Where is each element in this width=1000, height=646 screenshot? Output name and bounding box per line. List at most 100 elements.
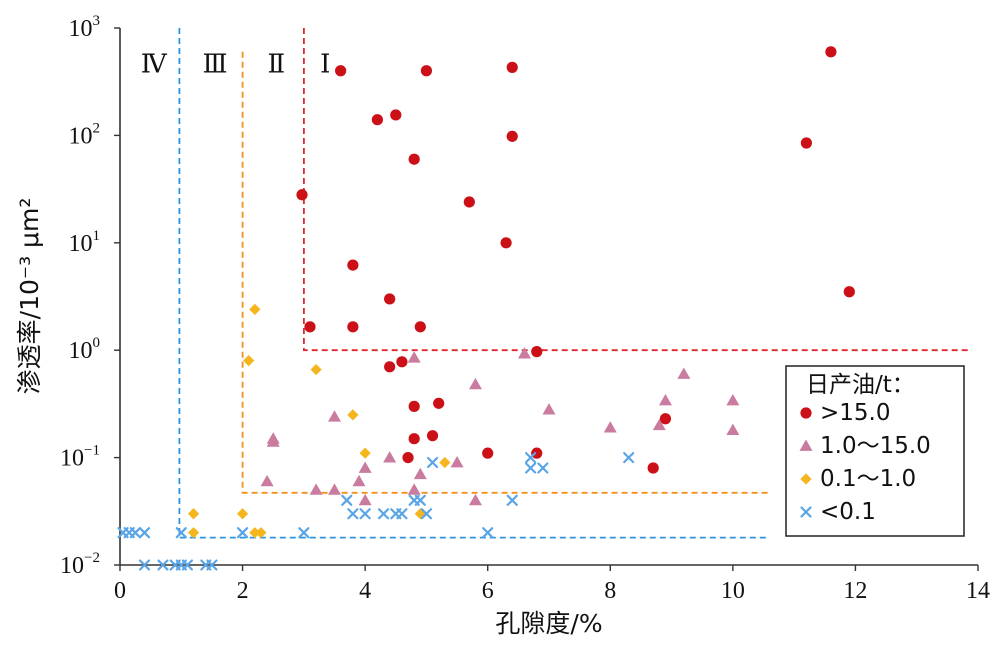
data-point-circle	[371, 114, 383, 126]
legend-marker-triangle	[799, 439, 813, 451]
data-point-triangle	[603, 421, 617, 433]
data-point-cross	[129, 527, 141, 539]
data-point-triangle	[407, 483, 421, 495]
data-point-circle	[647, 462, 659, 474]
y-tick-label: 102	[69, 120, 101, 149]
x-tick-label: 2	[237, 578, 249, 604]
data-point-cross	[138, 527, 151, 539]
x-tick-label: 14	[966, 578, 990, 604]
data-point-circle	[843, 286, 855, 298]
series-4	[117, 452, 635, 571]
x-tick-label: 12	[843, 578, 867, 604]
y-tick-base: 10	[69, 231, 93, 257]
data-point-cross	[525, 452, 537, 464]
x-tick-label: 6	[482, 578, 494, 604]
data-point-triangle	[652, 418, 666, 431]
boundary-line-2	[241, 51, 770, 494]
data-point-diamond	[187, 508, 200, 520]
x-ticks: 0 2 4 6 8 10 12 14	[114, 565, 990, 604]
data-point-cross	[347, 508, 359, 520]
data-point-cross	[359, 508, 371, 520]
data-point-cross	[175, 527, 187, 539]
data-point-triangle	[328, 410, 341, 422]
series-2	[260, 347, 740, 506]
data-point-cross	[341, 494, 353, 506]
y-tick-label: 103	[69, 13, 101, 42]
data-point-diamond	[439, 456, 451, 469]
data-points	[117, 46, 855, 571]
y-tick-exponent: −2	[84, 550, 100, 566]
data-point-cross	[623, 452, 635, 464]
data-point-triangle	[450, 456, 464, 468]
data-point-circle	[347, 321, 359, 333]
data-point-circle	[825, 46, 837, 58]
data-point-diamond	[255, 527, 267, 539]
data-point-circle	[500, 237, 512, 249]
data-point-circle	[531, 447, 543, 459]
data-point-cross	[537, 462, 549, 474]
data-point-circle	[396, 356, 408, 368]
data-point-cross	[414, 494, 426, 506]
boundary-line-1	[303, 28, 972, 352]
data-point-diamond	[414, 508, 426, 520]
data-point-diamond	[236, 508, 249, 520]
region-label: Ⅱ	[267, 50, 285, 79]
data-point-circle	[390, 109, 402, 121]
data-point-triangle	[358, 493, 372, 506]
y-tick-exponent: −1	[84, 443, 100, 459]
data-point-circle	[659, 413, 672, 425]
region-label: Ⅳ	[141, 50, 168, 79]
x-tick-label: 10	[721, 578, 745, 604]
data-point-circle	[426, 430, 439, 442]
y-tick-exponent: 1	[93, 228, 101, 244]
data-point-diamond	[359, 447, 371, 459]
data-point-circle	[402, 452, 414, 464]
y-tick-base: 10	[60, 446, 84, 472]
y-tick-base: 10	[69, 338, 93, 364]
data-point-triangle	[726, 394, 740, 406]
legend-label: 0.1～1.0	[820, 466, 916, 492]
data-point-circle	[384, 293, 396, 305]
x-tick-label: 0	[114, 578, 126, 604]
legend-label: <0.1	[820, 499, 876, 525]
y-tick-exponent: 2	[93, 120, 101, 136]
data-point-circle	[800, 137, 813, 149]
data-point-triangle	[266, 435, 280, 447]
x-tick-label: 8	[604, 578, 616, 604]
y-tick-exponent: 3	[93, 13, 101, 29]
y-tick-exponent: 0	[93, 335, 101, 351]
y-tick-label: 100	[69, 335, 101, 364]
data-point-cross	[396, 508, 408, 520]
y-tick-label: 10−2	[60, 550, 100, 579]
data-point-circle	[296, 189, 308, 201]
data-point-cross	[298, 527, 310, 539]
data-point-circle	[433, 397, 445, 409]
data-point-diamond	[249, 303, 261, 315]
data-point-circle	[408, 153, 420, 165]
data-point-triangle	[407, 351, 421, 363]
data-point-triangle	[468, 493, 482, 506]
data-point-diamond	[187, 527, 200, 539]
data-point-diamond	[249, 527, 261, 539]
data-point-cross	[138, 559, 151, 571]
axes	[119, 28, 978, 566]
data-point-diamond	[347, 409, 359, 421]
data-point-triangle	[542, 403, 556, 415]
legend-box	[785, 365, 965, 537]
data-point-circle	[506, 130, 518, 142]
series-1	[296, 46, 855, 474]
data-point-triangle	[358, 461, 372, 473]
legend: 日产油/t： >15.0 1.0～15.0 0.1～1.0 <0.1	[785, 365, 965, 537]
legend-title: 日产油/t：	[806, 372, 915, 398]
boundary-line-3	[178, 28, 770, 539]
data-point-circle	[384, 361, 396, 373]
series-3	[187, 303, 451, 539]
data-point-diamond	[310, 363, 322, 376]
data-point-triangle	[413, 467, 427, 480]
legend-label: >15.0	[820, 400, 890, 426]
data-point-cross	[377, 508, 390, 520]
data-point-circle	[531, 346, 543, 358]
y-tick-base: 10	[69, 123, 93, 149]
